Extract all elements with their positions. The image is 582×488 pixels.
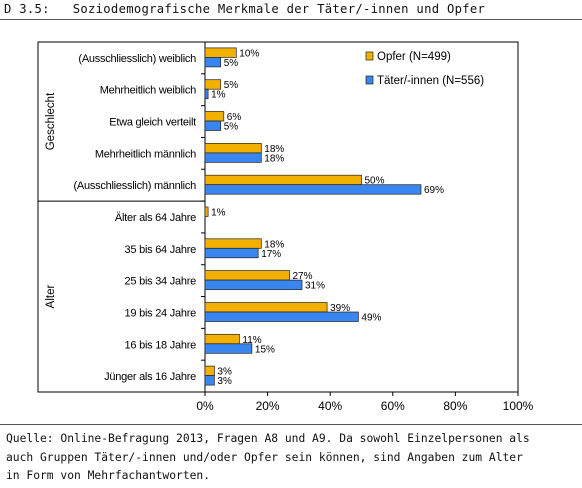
legend-label-opfer: Opfer (N=499)	[377, 51, 451, 63]
category-label: Jünger als 16 Jahre	[104, 371, 196, 383]
category-label: 35 bis 64 Jahre	[125, 244, 197, 256]
bar-taeter	[204, 247, 259, 259]
legend-swatch-taeter	[365, 75, 374, 85]
data-label: 17%	[261, 249, 281, 260]
data-label: 3%	[217, 367, 232, 378]
bar-opfer	[204, 270, 290, 281]
bar-taeter	[204, 184, 422, 195]
category-label: Etwa gleich verteilt	[109, 117, 196, 129]
data-label: 10%	[239, 48, 259, 59]
category-label: Älter als 64 Jahre	[115, 212, 196, 224]
data-label: 6%	[227, 112, 242, 123]
bar-opfer	[204, 111, 225, 122]
source-note-line-1: Quelle: Online-Befragung 2013, Fragen A8…	[6, 432, 530, 445]
category-label: 25 bis 34 Jahre	[125, 276, 197, 288]
bar-opfer	[204, 79, 222, 90]
group-label-1: Alter	[45, 285, 57, 309]
bar-opfer	[204, 365, 215, 376]
data-label: 3%	[217, 376, 232, 387]
data-label: 11%	[242, 335, 261, 346]
data-label: 49%	[361, 313, 381, 324]
bar-taeter	[204, 88, 209, 100]
source-note-line-2: auch Gruppen Täter/-innen und/oder Opfer…	[6, 450, 523, 464]
top-rule	[0, 19, 582, 20]
bar-opfer	[204, 206, 209, 217]
group-label-0: Geschlecht	[45, 92, 57, 150]
figure-title: Soziodemografische Merkmale der Täter/-i…	[72, 2, 486, 16]
bar-taeter	[204, 120, 222, 131]
bar-opfer	[204, 238, 262, 249]
x-tick-label: 100%	[503, 399, 534, 413]
data-label: 39%	[330, 303, 350, 314]
data-label: 18%	[264, 144, 284, 155]
bar-taeter	[204, 343, 253, 354]
bottom-rule	[0, 424, 582, 425]
x-tick-label: 80%	[443, 399, 467, 413]
x-tick-label: 0%	[196, 399, 214, 413]
bar-opfer	[204, 302, 328, 313]
bar-taeter	[204, 57, 222, 68]
bar-taeter	[204, 311, 359, 322]
category-label: (Ausschliesslich) weiblich	[78, 53, 196, 65]
data-label: 50%	[365, 176, 385, 187]
data-label: 69%	[424, 185, 444, 196]
legend-label-taeter: Täter/-innen (N=556)	[377, 75, 484, 87]
data-label: 18%	[264, 153, 284, 164]
legend-swatch-opfer	[365, 51, 374, 61]
source-note: Quelle: Online-Befragung 2013, Fragen A8…	[6, 430, 578, 486]
data-label: 18%	[264, 239, 284, 250]
figure-heading: D 3.5: Soziodemografische Merkmale der T…	[4, 2, 485, 16]
x-tick-label: 20%	[256, 399, 280, 413]
bar-opfer	[204, 333, 240, 345]
bar-taeter	[204, 279, 303, 290]
bar-opfer	[204, 174, 362, 186]
data-label: 1%	[211, 90, 226, 101]
data-label: 27%	[293, 271, 313, 282]
bar-opfer	[204, 47, 237, 58]
source-note-line-3: in Form von Mehrfachantworten.	[6, 469, 211, 482]
data-label: 15%	[255, 344, 275, 355]
data-label: 5%	[224, 58, 239, 69]
category-label: Mehrheitlich männlich	[95, 148, 196, 160]
data-label: 1%	[211, 208, 226, 219]
plot-frame	[37, 41, 519, 393]
bar-taeter	[204, 152, 262, 163]
data-label: 5%	[224, 80, 239, 91]
data-label: 31%	[305, 281, 325, 292]
category-label: 16 bis 18 Jahre	[125, 339, 197, 351]
bar-chart: Geschlecht Alter (Ausschliesslich) weiblic…	[37, 41, 534, 413]
bar-taeter	[204, 375, 215, 386]
data-label: 5%	[224, 122, 239, 133]
x-tick-label: 40%	[318, 399, 342, 413]
category-label: 19 bis 24 Jahre	[125, 307, 197, 319]
figure-number: D 3.5:	[4, 2, 50, 16]
category-label: (Ausschliesslich) männlich	[74, 180, 197, 192]
bar-opfer	[204, 143, 262, 154]
x-tick-label: 60%	[381, 399, 405, 413]
category-label: Mehrheitlich weiblich	[100, 85, 196, 97]
